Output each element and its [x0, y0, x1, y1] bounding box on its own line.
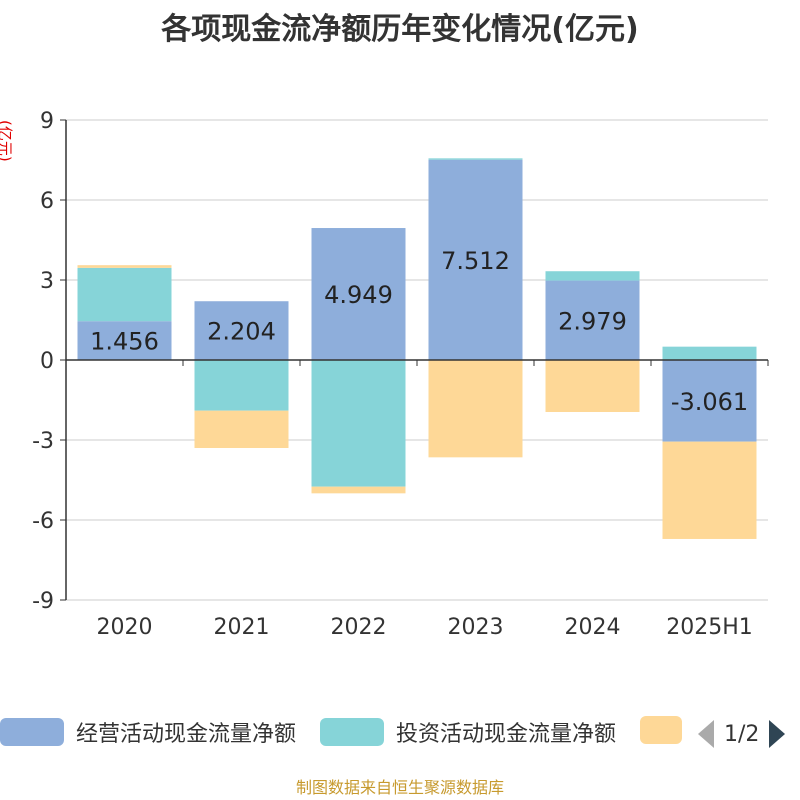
data-label-operating-2023: 7.512 — [441, 247, 510, 275]
bar-chart: -9 -6 -3 0 3 6 9 1.456 2020 2.204 2021 4.949 2022 7.5… — [32, 109, 769, 640]
x-tick-label: 2022 — [331, 615, 387, 640]
bar-investing-2023 — [428, 158, 523, 160]
y-tick-label: 6 — [40, 189, 54, 214]
bar-operating-2023 — [428, 159, 523, 360]
bar-financing-2025H1 — [662, 441, 757, 539]
legend-swatch-financing — [640, 716, 682, 744]
legend-swatch-investing — [320, 718, 384, 746]
bar-operating-2025H1 — [662, 360, 757, 442]
bar-operating-2022 — [311, 228, 406, 360]
legend-item-operating[interactable]: 经营活动现金流量净额 — [0, 716, 296, 748]
y-tick-label: -6 — [32, 509, 54, 534]
bar-investing-2024 — [545, 271, 640, 281]
next-page-icon[interactable] — [769, 720, 786, 748]
bar-operating-2021 — [194, 301, 289, 360]
legend-pager: 1/2 — [698, 716, 786, 752]
y-tick-label: -9 — [32, 589, 54, 614]
y-tick-label: -3 — [32, 429, 54, 454]
data-label-operating-2025H1: -3.061 — [671, 388, 748, 416]
x-tick-label: 2023 — [448, 615, 504, 640]
x-tick-label: 2024 — [565, 615, 621, 640]
legend-item-investing[interactable]: 投资活动现金流量净额 — [320, 716, 616, 748]
y-tick-label: 9 — [40, 109, 54, 134]
bar-investing-2022 — [311, 360, 406, 487]
bar-financing-2020 — [77, 265, 172, 268]
legend-swatch-operating — [0, 718, 64, 746]
legend-label-investing: 投资活动现金流量净额 — [396, 722, 617, 747]
y-tick-label: 0 — [40, 349, 54, 374]
x-tick-label: 2021 — [214, 615, 270, 640]
chart-title: 各项现金流净额历年变化情况(亿元) — [161, 12, 639, 47]
bar-operating-2024 — [545, 280, 640, 360]
bar-investing-2021 — [194, 360, 289, 411]
bar-financing-2023 — [428, 360, 523, 458]
bar-investing-2020 — [77, 267, 172, 322]
x-tick-label: 2020 — [97, 615, 153, 640]
legend-label-operating: 经营活动现金流量净额 — [76, 722, 297, 747]
bar-operating-2020 — [77, 321, 172, 360]
data-label-operating-2024: 2.979 — [558, 307, 627, 335]
legend-page-indicator: 1/2 — [724, 721, 760, 747]
x-tick-label: 2025H1 — [666, 615, 753, 640]
legend-item-financing[interactable] — [640, 716, 682, 744]
data-label-operating-2021: 2.204 — [207, 318, 276, 346]
data-label-operating-2020: 1.456 — [90, 328, 159, 356]
bar-investing-2025H1 — [662, 346, 757, 360]
y-tick-label: 3 — [40, 269, 54, 294]
bar-financing-2022 — [311, 486, 406, 494]
data-label-operating-2022: 4.949 — [324, 281, 393, 309]
prev-page-icon[interactable] — [698, 720, 714, 748]
legend: 经营活动现金流量净额 投资活动现金流量净额 — [0, 716, 800, 752]
bar-financing-2024 — [545, 360, 640, 412]
data-source-note: 制图数据来自恒生聚源数据库 — [295, 778, 504, 797]
bar-financing-2021 — [194, 410, 289, 448]
